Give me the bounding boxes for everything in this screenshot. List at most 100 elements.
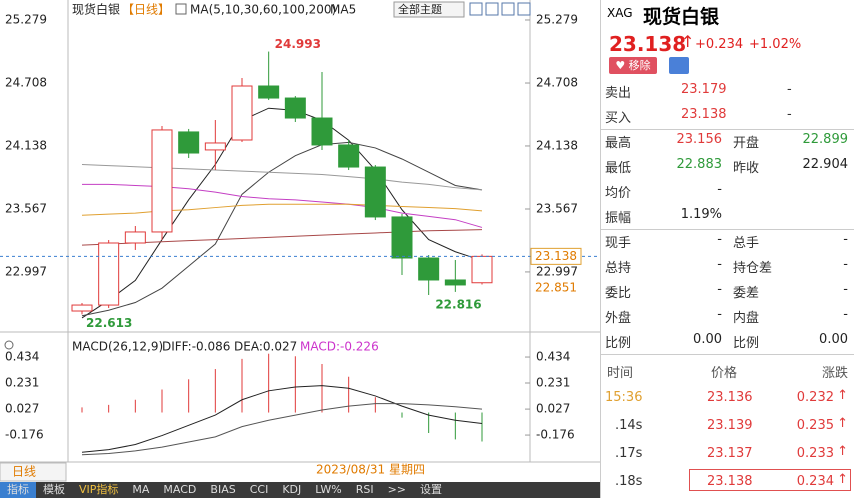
toolbar-item[interactable]: VIP指标 bbox=[79, 483, 119, 496]
toolbar-item[interactable]: MACD bbox=[163, 483, 197, 496]
y-tick-label: 25.279 bbox=[5, 12, 47, 26]
candle-body bbox=[364, 166, 386, 218]
field-label: 委差 bbox=[733, 286, 760, 301]
toolbar-item[interactable]: 模板 bbox=[43, 483, 65, 496]
field-value: 22.904 bbox=[802, 157, 849, 172]
candle-body bbox=[444, 279, 466, 286]
price-box bbox=[530, 247, 582, 265]
candle-body bbox=[284, 97, 306, 119]
field-value: - bbox=[843, 232, 848, 247]
y-tick-label: 0.231 bbox=[5, 376, 39, 390]
candle-body bbox=[98, 242, 120, 306]
arrow: ↑ bbox=[837, 388, 848, 403]
ma5-label: MA5 bbox=[330, 3, 356, 17]
field-value: 22.883 bbox=[676, 157, 723, 172]
trade-time: .18s bbox=[615, 474, 643, 489]
bg bbox=[0, 0, 600, 482]
ma-line bbox=[82, 183, 483, 228]
candle-body bbox=[151, 129, 173, 233]
toolbar-item[interactable]: MA bbox=[132, 483, 150, 496]
remove-button[interactable]: ♥ 移除 bbox=[609, 57, 657, 74]
field-value: 0.00 bbox=[693, 332, 722, 347]
trade-change: 0.235 bbox=[796, 418, 834, 433]
toolbar-item[interactable]: BIAS bbox=[210, 483, 236, 496]
change: +0.234 bbox=[695, 37, 744, 52]
candle-body bbox=[391, 216, 413, 259]
trade-price: 23.138 bbox=[707, 474, 753, 489]
y-tick-label: 0.027 bbox=[536, 402, 570, 416]
alert-button[interactable] bbox=[669, 57, 689, 74]
macd-line bbox=[81, 403, 483, 456]
trade-header: 价格 bbox=[711, 366, 738, 381]
field-label: 内盘 bbox=[733, 311, 760, 326]
remove-label: 移除 bbox=[628, 59, 651, 72]
field-label: 最高 bbox=[605, 136, 632, 151]
trade-price: 23.137 bbox=[707, 446, 753, 461]
icon[interactable] bbox=[485, 2, 499, 16]
field-value: - bbox=[717, 182, 722, 197]
dea-label: DEA:0.027 bbox=[234, 340, 297, 354]
symbol: XAG bbox=[607, 6, 633, 20]
arrow: ↑ bbox=[837, 416, 848, 431]
theme-button[interactable] bbox=[393, 1, 465, 18]
field-label: 均价 bbox=[605, 186, 632, 201]
field-label: 比例 bbox=[605, 336, 632, 351]
y-tick-label: 22.997 bbox=[5, 264, 47, 278]
toolbar-item[interactable]: 设置 bbox=[420, 483, 443, 496]
separator bbox=[601, 354, 854, 355]
ma-line bbox=[81, 164, 483, 191]
period: 【日线】 bbox=[122, 3, 170, 17]
field-label: 昨收 bbox=[733, 161, 760, 176]
y-tick-label: 25.279 bbox=[536, 12, 578, 26]
y-tick-label: 23.567 bbox=[536, 201, 578, 215]
tab-label: 日线 bbox=[12, 465, 36, 479]
icon[interactable] bbox=[175, 3, 187, 15]
icon[interactable] bbox=[517, 2, 531, 16]
icon[interactable] bbox=[469, 2, 483, 16]
ma-label: MA(5,10,30,60,100,200) bbox=[190, 3, 336, 17]
toolbar-item[interactable]: >> bbox=[387, 483, 407, 496]
tab[interactable] bbox=[0, 462, 67, 482]
marker-label: 22.851 bbox=[535, 281, 577, 295]
field-label: 外盘 bbox=[605, 311, 632, 326]
price-label: 23.138 bbox=[535, 249, 577, 263]
candle-body bbox=[258, 85, 280, 99]
toolbar-item[interactable]: 指标 bbox=[0, 482, 36, 498]
chart: 现货白银 【日线】 MA(5,10,30,60,100,200) MA5 全部主… bbox=[0, 0, 600, 482]
candle-body bbox=[71, 304, 93, 312]
field-value: - bbox=[787, 107, 792, 122]
macd-title: MACD(26,12,9) bbox=[72, 340, 163, 354]
field-value: - bbox=[843, 282, 848, 297]
field-value: - bbox=[717, 307, 722, 322]
field-value: 23.138 bbox=[681, 107, 727, 122]
toolbar-item[interactable]: LW% bbox=[315, 483, 342, 496]
trade-change: 0.234 bbox=[796, 474, 834, 489]
toolbar-item[interactable]: KDJ bbox=[282, 483, 302, 496]
trade-change: 0.232 bbox=[796, 390, 834, 405]
toolbar-item[interactable]: CCI bbox=[249, 483, 269, 496]
icon[interactable] bbox=[501, 2, 515, 16]
icon[interactable] bbox=[4, 340, 14, 350]
trade-price: 23.139 bbox=[707, 418, 753, 433]
y-tick-label: 0.434 bbox=[5, 350, 39, 364]
toolbar-item[interactable]: RSI bbox=[355, 483, 374, 496]
trade-time: .17s bbox=[615, 446, 643, 461]
ma-line bbox=[81, 229, 483, 246]
ma-line bbox=[81, 203, 483, 216]
candle-body bbox=[178, 131, 200, 154]
toolbar: 指标 模板 VIP指标 MA MACD BIAS CCI KDJ LW% RSI >> 设置 bbox=[0, 482, 600, 498]
field-value: - bbox=[717, 282, 722, 297]
field-value: 23.179 bbox=[681, 82, 727, 97]
field-value: - bbox=[843, 257, 848, 272]
field-value: 23.156 bbox=[676, 132, 723, 147]
ma-line bbox=[81, 141, 483, 317]
arrow: ↑ bbox=[681, 32, 695, 51]
arrow: ↑ bbox=[837, 472, 848, 487]
candle-body bbox=[204, 142, 226, 151]
quote-panel: XAG 现货白银 23.138 ↑ +0.234 +1.02% ♥ 移除 卖出 2… bbox=[600, 0, 854, 498]
field-value: - bbox=[717, 257, 722, 272]
y-tick-label: 0.231 bbox=[536, 376, 570, 390]
candle-body bbox=[418, 257, 440, 281]
y-tick-label: 23.567 bbox=[5, 201, 47, 215]
trade-header: 时间 bbox=[607, 366, 634, 381]
